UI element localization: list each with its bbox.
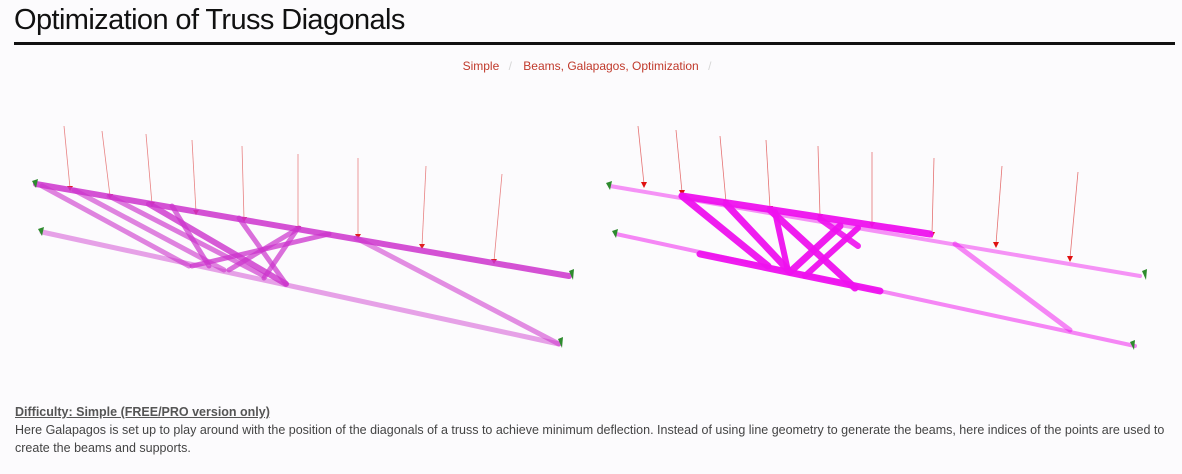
breadcrumb-separator: / [708,59,712,73]
support-icons [606,181,1147,350]
breadcrumb: Simple / Beams, Galapagos, Optimization … [0,59,1182,73]
breadcrumb-category-link[interactable]: Simple [462,59,500,73]
truss-members [608,184,1142,348]
truss-before-optimization-image [24,116,584,366]
load-arrows [637,125,1079,259]
page-title: Optimization of Truss Diagonals [14,4,405,36]
load-arrows [63,125,503,262]
truss-members [33,181,572,347]
difficulty-label: Difficulty: Simple (FREE/PRO version onl… [15,405,270,419]
truss-after-optimization-image [600,116,1160,366]
breadcrumb-tags-link[interactable]: Beams, Galapagos, Optimization [523,59,699,73]
title-divider [14,42,1175,45]
truss-after-svg [606,125,1147,350]
breadcrumb-separator: / [508,59,512,73]
support-icons [32,179,574,348]
description-text: Here Galapagos is set up to play around … [15,423,1165,455]
truss-before-svg [32,125,574,348]
description-block: Difficulty: Simple (FREE/PRO version onl… [15,403,1175,457]
